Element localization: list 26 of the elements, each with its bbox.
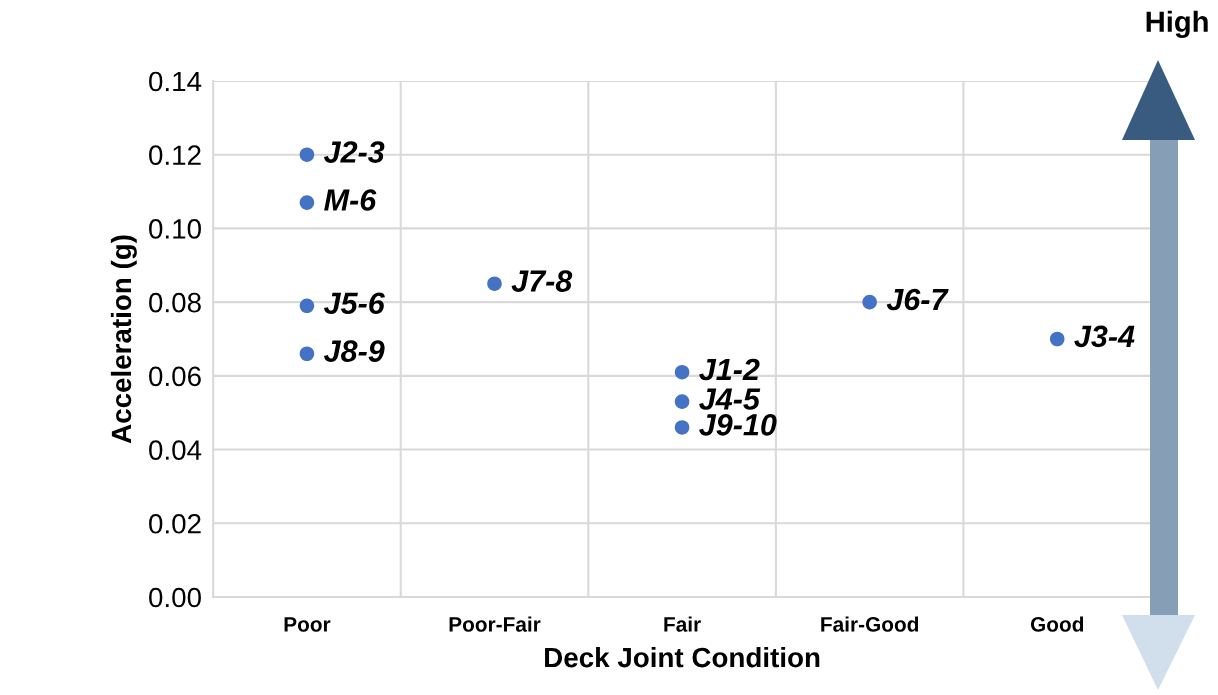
y-tick-label: 0.02 [149, 513, 201, 534]
y-tick-label: 0.14 [149, 71, 202, 92]
y-tick-label: 0.00 [149, 587, 201, 608]
data-label: J6-7 [886, 288, 949, 311]
x-tick-label: Poor-Fair [449, 616, 541, 632]
x-tick-label: Fair [664, 616, 701, 632]
y-tick-label: 0.06 [149, 366, 201, 387]
data-label: J7-8 [511, 270, 573, 292]
x-axis-title: Deck Joint Condition [545, 646, 820, 668]
data-label: J2-3 [323, 141, 385, 163]
y-tick-label: 0.04 [149, 440, 202, 460]
data-label: M-6 [324, 189, 377, 211]
data-label: J5-6 [323, 292, 385, 315]
data-label: J9-10 [699, 414, 777, 436]
x-tick-label: Fair-Good [821, 616, 919, 632]
y-tick-label: 0.08 [149, 292, 201, 313]
x-tick-label: Poor [284, 617, 331, 632]
text: High [1146, 10, 1208, 38]
data-label: J3-4 [1074, 325, 1135, 348]
data-label: J1-2 [699, 358, 760, 381]
y-tick-label: 0.12 [149, 145, 201, 166]
y-axis-title: Acceleration (g) [110, 235, 137, 444]
data-label: J4-5 [699, 388, 761, 410]
data-label: J8-9 [323, 340, 385, 362]
y-tick-label: 0.10 [149, 219, 201, 239]
x-tick-label: Good [1030, 616, 1084, 632]
